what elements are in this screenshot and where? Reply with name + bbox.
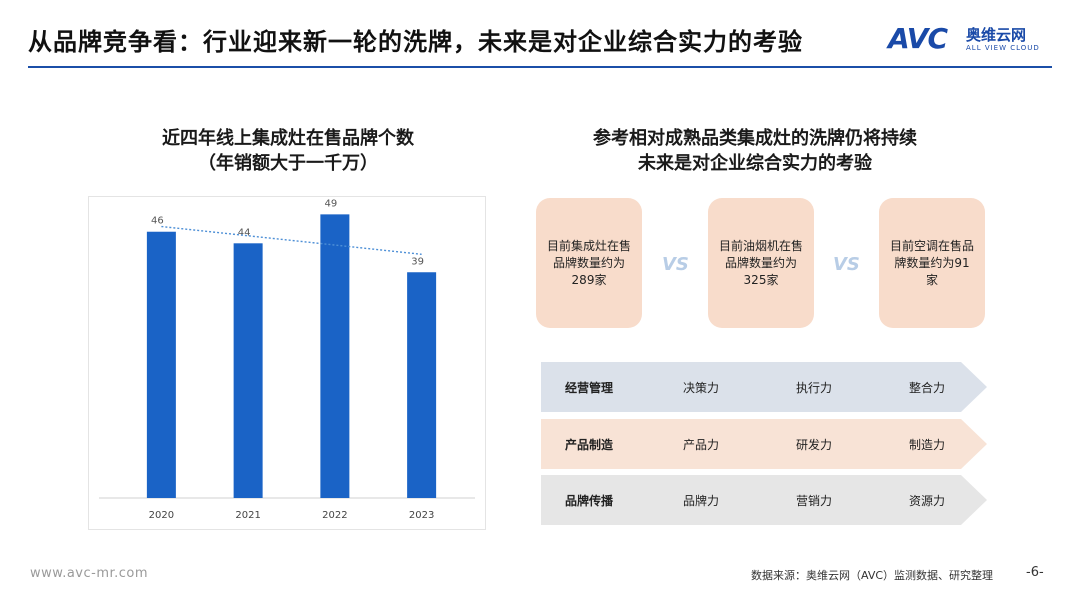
data-label-2020: 46 [151, 216, 164, 227]
card-integrated-stove: 目前集成灶在售品牌数量约为289家 [536, 198, 642, 328]
bar-2021 [233, 243, 263, 498]
logo-cn: 奥维云网 [966, 26, 1027, 44]
band-branding: 品牌传播 品牌力 营销力 资源力 [541, 475, 987, 525]
band-head: 产品制造 [565, 438, 614, 452]
card-text: 目前油烟机在售品牌数量约为325家 [719, 238, 804, 287]
chart-panel: 46 2020 44 2021 49 2022 39 2023 [88, 196, 486, 530]
chart-subtitle: （年销额大于一千万） [198, 153, 378, 174]
data-label-2021: 44 [238, 227, 251, 238]
band-arrow [541, 475, 987, 525]
band-management: 经营管理 决策力 执行力 整合力 [541, 362, 987, 412]
right-title: 参考相对成熟品类集成灶的洗牌仍将持续 [593, 128, 917, 149]
band-item: 研发力 [796, 438, 833, 452]
chart-title: 近四年线上集成灶在售品牌个数 [162, 128, 414, 149]
band-item: 营销力 [796, 494, 833, 508]
bar-chart: 46 2020 44 2021 49 2022 39 2023 [99, 198, 475, 521]
data-source: 数据来源：奥维云网（AVC）监测数据、研究整理 [751, 569, 994, 582]
band-item: 资源力 [909, 494, 946, 508]
card-text: 目前集成灶在售品牌数量约为289家 [547, 238, 632, 287]
trendline [161, 225, 422, 256]
band-head: 经营管理 [565, 381, 614, 395]
bar-2020 [146, 231, 176, 498]
right-subtitle: 未来是对企业综合实力的考验 [638, 153, 872, 174]
band-arrow [541, 419, 987, 469]
band-item: 产品力 [683, 438, 720, 452]
website-url: www.avc-mr.com [30, 566, 149, 581]
data-label-2022: 49 [325, 198, 338, 209]
bar-2023 [407, 272, 437, 498]
vs-label: VS [662, 254, 689, 275]
bar-2022 [320, 214, 350, 498]
page-title: 从品牌竞争看：行业迎来新一轮的洗牌，未来是对企业综合实力的考验 [28, 28, 803, 56]
band-item: 决策力 [683, 381, 720, 395]
card-text: 目前空调在售品牌数量约为91家 [890, 238, 975, 287]
tick-label-2022: 2022 [322, 510, 347, 521]
band-item: 制造力 [909, 438, 946, 452]
band-manufacturing: 产品制造 产品力 研发力 制造力 [541, 419, 987, 469]
tick-label-2021: 2021 [235, 510, 260, 521]
vs-label: VS [833, 254, 860, 275]
band-item: 品牌力 [683, 494, 720, 508]
band-item: 执行力 [796, 381, 833, 395]
card-range-hood: 目前油烟机在售品牌数量约为325家 [708, 198, 814, 328]
band-arrow [541, 362, 987, 412]
tick-label-2020: 2020 [149, 510, 174, 521]
header-divider [28, 66, 1052, 68]
card-air-conditioner: 目前空调在售品牌数量约为91家 [879, 198, 985, 328]
tick-label-2023: 2023 [409, 510, 434, 521]
logo-en: ALL VIEW CLOUD [966, 44, 1040, 52]
band-item: 整合力 [909, 381, 946, 395]
logo-mark: AVC [888, 22, 948, 55]
avc-logo: AVC 奥维云网 ALL VIEW CLOUD [888, 22, 1058, 58]
band-head: 品牌传播 [565, 494, 614, 508]
page-number: -6- [1026, 565, 1044, 580]
data-label-2023: 39 [411, 256, 424, 267]
